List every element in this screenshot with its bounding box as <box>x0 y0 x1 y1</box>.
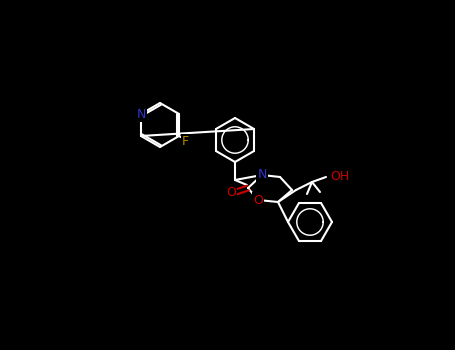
Text: O: O <box>226 186 236 198</box>
Text: F: F <box>182 135 189 148</box>
Text: N: N <box>258 168 267 182</box>
Text: N: N <box>136 107 146 120</box>
Text: O: O <box>253 194 263 206</box>
Text: OH: OH <box>330 170 349 183</box>
